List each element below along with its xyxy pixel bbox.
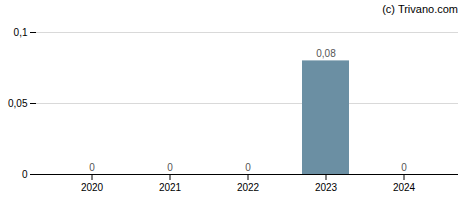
svg-text:0: 0	[401, 162, 407, 173]
html-text:(c) Trivano.com: (c) Trivano.com	[382, 3, 458, 15]
svg-text:2023: 2023	[315, 182, 338, 193]
svg-text:0,1: 0,1	[14, 27, 28, 38]
svg-text:0: 0	[89, 162, 95, 173]
svg-text:0,05: 0,05	[8, 98, 28, 109]
svg-text:2022: 2022	[237, 182, 260, 193]
svg-text:2020: 2020	[81, 182, 104, 193]
svg-text:0: 0	[245, 162, 251, 173]
svg-text:0: 0	[167, 162, 173, 173]
svg-text:2024: 2024	[393, 182, 416, 193]
svg-text:2021: 2021	[159, 182, 182, 193]
svg-text:0,08: 0,08	[316, 48, 336, 59]
svg-text:0: 0	[22, 169, 28, 180]
